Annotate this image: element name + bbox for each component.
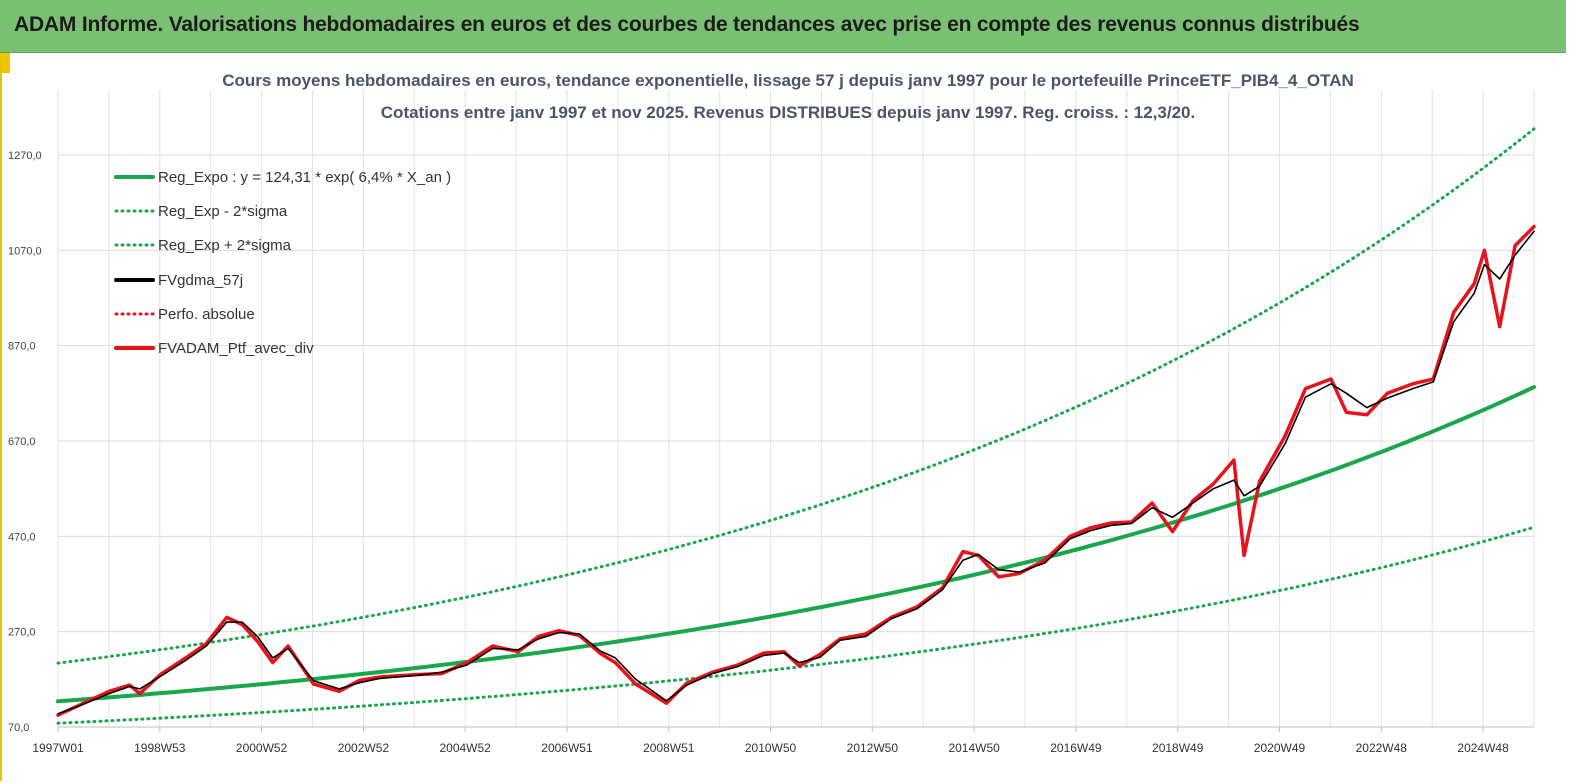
x-tick-label: 2010W50 <box>745 741 797 755</box>
y-tick-label: 1070,0 <box>8 245 42 257</box>
legend-label: FVADAM_Ptf_avec_div <box>158 340 314 357</box>
x-tick-label: 2020W49 <box>1254 741 1306 755</box>
legend-label: FVgdma_57j <box>158 272 243 289</box>
x-tick-label: 2008W51 <box>643 741 695 755</box>
x-axis-ticks: 1997W01 1998W53 2000W52 2002W52 2004W52 2006W… <box>32 727 1509 755</box>
x-tick-label: 2004W52 <box>439 741 491 755</box>
x-tick-label: 1998W53 <box>134 741 186 755</box>
grid <box>57 90 1535 728</box>
series-line-1 <box>56 525 1536 725</box>
x-tick-label: 2002W52 <box>338 741 390 755</box>
y-tick-label: 870,0 <box>8 341 36 353</box>
frame-edge <box>0 53 2 781</box>
series-line-5 <box>56 224 1536 717</box>
y-tick-label: 270,0 <box>8 627 36 639</box>
x-tick-label: 2006W51 <box>541 741 593 755</box>
legend-label: Reg_Exp + 2*sigma <box>158 237 292 254</box>
series-line-3 <box>57 230 1535 715</box>
banner-title: ADAM Informe. Valorisations hebdomadaire… <box>14 13 1360 36</box>
chart-subtitle: Cotations entre janv 1997 et nov 2025. R… <box>381 103 1195 122</box>
legend-label: Perfo. absolue <box>158 306 255 323</box>
y-axis-ticks: 70,0 270,0 470,0 670,0 870,0 1070,0 1270,0 <box>8 150 42 734</box>
series-line-0 <box>56 385 1536 704</box>
legend: Reg_Expo : y = 124,31 * exp( 6,4% * X_an… <box>114 169 451 357</box>
x-tick-label: 1997W01 <box>32 741 84 755</box>
y-tick-label: 470,0 <box>8 531 36 543</box>
x-tick-label: 2024W48 <box>1457 741 1509 755</box>
y-tick-label: 670,0 <box>8 436 36 448</box>
banner: ADAM Informe. Valorisations hebdomadaire… <box>0 0 1566 53</box>
legend-label: Reg_Expo : y = 124,31 * exp( 6,4% * X_an… <box>158 169 451 186</box>
y-tick-label: 70,0 <box>8 722 29 734</box>
series-layer <box>56 127 1536 725</box>
y-tick-label: 1270,0 <box>8 150 42 162</box>
x-tick-label: 2000W52 <box>236 741 288 755</box>
accent-bar <box>2 53 10 73</box>
legend-label: Reg_Exp - 2*sigma <box>158 203 288 220</box>
chart-title: Cours moyens hebdomadaires en euros, ten… <box>222 71 1354 90</box>
x-tick-label: 2012W50 <box>847 741 899 755</box>
x-tick-label: 2022W48 <box>1356 741 1408 755</box>
x-tick-label: 2014W50 <box>948 741 1000 755</box>
x-tick-label: 2016W49 <box>1050 741 1102 755</box>
x-tick-label: 2018W49 <box>1152 741 1204 755</box>
series-line-2 <box>56 127 1536 665</box>
